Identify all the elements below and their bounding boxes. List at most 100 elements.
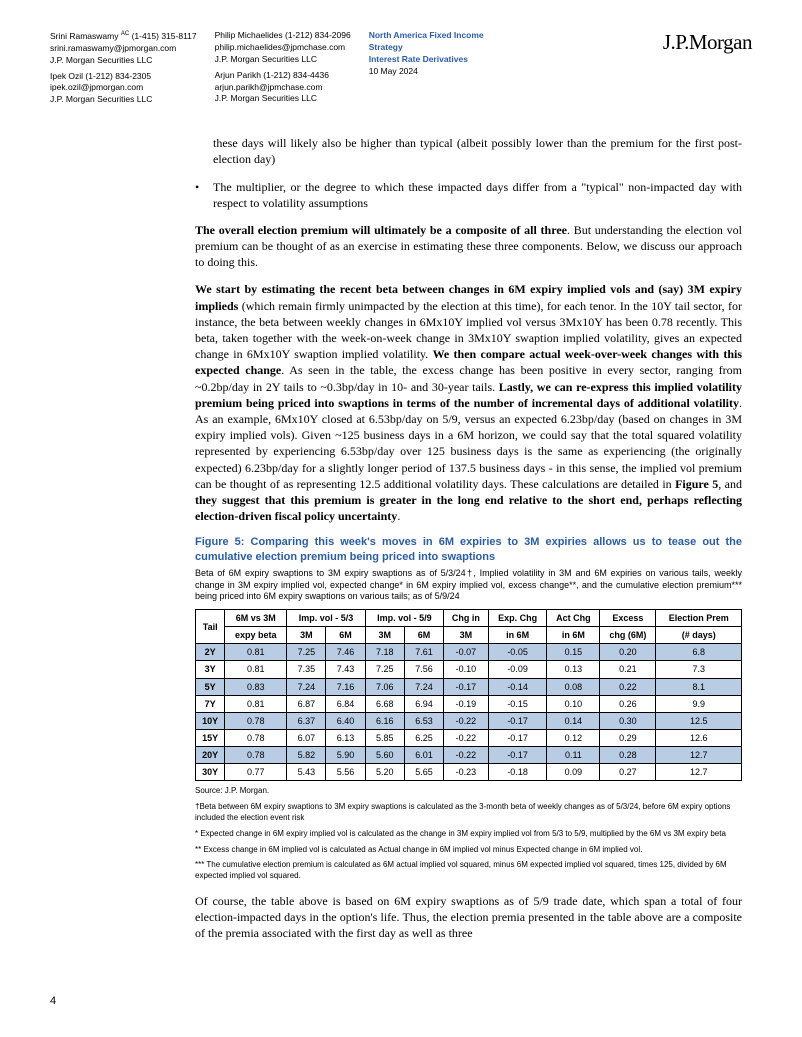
table-cell: 0.21 xyxy=(600,661,656,678)
table-cell: -0.15 xyxy=(488,695,547,712)
table-cell: 6.68 xyxy=(365,695,404,712)
fragment-continued: these days will likely also be higher th… xyxy=(195,135,742,167)
table-cell: 0.09 xyxy=(547,764,600,781)
table-header-row-1: Tail 6M vs 3M Imp. vol - 5/3 Imp. vol - … xyxy=(196,609,742,626)
authors-col-1: Srini Ramaswamy AC (1-415) 315-8117srini… xyxy=(50,30,197,110)
th-6m-a: 6M xyxy=(326,627,365,644)
th-beta-top: 6M vs 3M xyxy=(225,609,287,626)
author-name-line: Arjun Parikh (1-212) 834-4436 xyxy=(215,70,351,82)
author-email: srini.ramaswamy@jpmorgan.com xyxy=(50,43,197,55)
p2i: they suggest that this premium is greate… xyxy=(195,493,742,523)
table-cell: 0.78 xyxy=(225,729,287,746)
table-cell: 6.84 xyxy=(326,695,365,712)
table-cell: 0.26 xyxy=(600,695,656,712)
p2j: . xyxy=(397,509,400,523)
author-name-line: Philip Michaelides (1-212) 834-2096 xyxy=(215,30,351,42)
author-group: Ipek Ozil (1-212) 834-2305ipek.ozil@jpmo… xyxy=(50,71,197,107)
table-cell: 7.3 xyxy=(656,661,742,678)
th-chgin: Chg in xyxy=(444,609,489,626)
table-cell: 7.24 xyxy=(287,678,326,695)
page-header: Srini Ramaswamy AC (1-415) 315-8117srini… xyxy=(50,30,752,110)
authors-block: Srini Ramaswamy AC (1-415) 315-8117srini… xyxy=(50,30,484,110)
table-cell: 0.13 xyxy=(547,661,600,678)
table-row: 3Y0.817.357.437.257.56-0.10-0.090.130.21… xyxy=(196,661,742,678)
table-cell: 15Y xyxy=(196,729,225,746)
main-content: these days will likely also be higher th… xyxy=(50,135,752,941)
table-cell: -0.17 xyxy=(488,747,547,764)
table-cell: 5.65 xyxy=(404,764,443,781)
table-cell: 2Y xyxy=(196,644,225,661)
table-cell: 6.25 xyxy=(404,729,443,746)
table-cell: 5.60 xyxy=(365,747,404,764)
table-cell: 7.43 xyxy=(326,661,365,678)
p2g: Figure 5 xyxy=(675,477,718,491)
table-cell: -0.17 xyxy=(444,678,489,695)
page-number: 4 xyxy=(50,995,56,1007)
table-cell: 8.1 xyxy=(656,678,742,695)
table-cell: 6.8 xyxy=(656,644,742,661)
table-row: 20Y0.785.825.905.606.01-0.22-0.170.110.2… xyxy=(196,747,742,764)
p2h: , and xyxy=(718,477,742,491)
table-head: Tail 6M vs 3M Imp. vol - 5/3 Imp. vol - … xyxy=(196,609,742,643)
table-cell: 5.20 xyxy=(365,764,404,781)
table-cell: 0.10 xyxy=(547,695,600,712)
table-cell: 0.30 xyxy=(600,712,656,729)
table-cell: 6.13 xyxy=(326,729,365,746)
paragraph-2: We start by estimating the recent beta b… xyxy=(195,281,742,524)
strategy-line-1: North America Fixed Income xyxy=(369,30,484,42)
table-cell: 7.24 xyxy=(404,678,443,695)
author-name-line: Ipek Ozil (1-212) 834-2305 xyxy=(50,71,197,83)
author-name-line: Srini Ramaswamy AC (1-415) 315-8117 xyxy=(50,30,197,43)
th-excess: Excess xyxy=(600,609,656,626)
table-cell: 0.83 xyxy=(225,678,287,695)
table-row: 7Y0.816.876.846.686.94-0.19-0.150.100.26… xyxy=(196,695,742,712)
table-cell: 0.78 xyxy=(225,712,287,729)
strategy-date: 10 May 2024 xyxy=(369,66,484,78)
th-expchg: Exp. Chg xyxy=(488,609,547,626)
table-cell: 10Y xyxy=(196,712,225,729)
figure-source: Source: J.P. Morgan. xyxy=(195,786,742,797)
th-chg6m: chg (6M) xyxy=(600,627,656,644)
table-cell: 0.20 xyxy=(600,644,656,661)
table-cell: 7Y xyxy=(196,695,225,712)
table-cell: 0.27 xyxy=(600,764,656,781)
table-cell: -0.14 xyxy=(488,678,547,695)
th-impvol53: Imp. vol - 5/3 xyxy=(287,609,365,626)
table-cell: 12.6 xyxy=(656,729,742,746)
author-firm: J.P. Morgan Securities LLC xyxy=(50,55,197,67)
figure-note-2: * Expected change in 6M expiry implied v… xyxy=(195,829,742,840)
table-cell: 6.40 xyxy=(326,712,365,729)
table-row: 30Y0.775.435.565.205.65-0.23-0.180.090.2… xyxy=(196,764,742,781)
th-3m-b: 3M xyxy=(365,627,404,644)
author-group: Srini Ramaswamy AC (1-415) 315-8117srini… xyxy=(50,30,197,67)
table-cell: -0.19 xyxy=(444,695,489,712)
table-cell: 7.16 xyxy=(326,678,365,695)
table-cell: 6.94 xyxy=(404,695,443,712)
th-in6m-b: in 6M xyxy=(547,627,600,644)
table-cell: 0.81 xyxy=(225,695,287,712)
th-impvol59: Imp. vol - 5/9 xyxy=(365,609,443,626)
table-cell: 12.7 xyxy=(656,764,742,781)
table-cell: 6.87 xyxy=(287,695,326,712)
table-cell: 6.37 xyxy=(287,712,326,729)
table-cell: -0.22 xyxy=(444,747,489,764)
table-cell: 0.78 xyxy=(225,747,287,764)
table-cell: 5.82 xyxy=(287,747,326,764)
th-expy-beta: expy beta xyxy=(225,627,287,644)
bullet-text: The multiplier, or the degree to which t… xyxy=(213,179,742,211)
table-cell: 0.15 xyxy=(547,644,600,661)
table-cell: -0.05 xyxy=(488,644,547,661)
paragraph-1: The overall election premium will ultima… xyxy=(195,222,742,271)
table-cell: 0.77 xyxy=(225,764,287,781)
table-row: 15Y0.786.076.135.856.25-0.22-0.170.120.2… xyxy=(196,729,742,746)
table-cell: -0.23 xyxy=(444,764,489,781)
authors-col-2: Philip Michaelides (1-212) 834-2096phili… xyxy=(215,30,351,110)
table-cell: 0.12 xyxy=(547,729,600,746)
table-cell: 0.22 xyxy=(600,678,656,695)
table-body: 2Y0.817.257.467.187.61-0.07-0.050.150.20… xyxy=(196,644,742,781)
table-cell: -0.09 xyxy=(488,661,547,678)
p1-bold: The overall election premium will ultima… xyxy=(195,223,567,237)
author-firm: J.P. Morgan Securities LLC xyxy=(215,93,351,105)
table-cell: 9.9 xyxy=(656,695,742,712)
th-3m-c: 3M xyxy=(444,627,489,644)
